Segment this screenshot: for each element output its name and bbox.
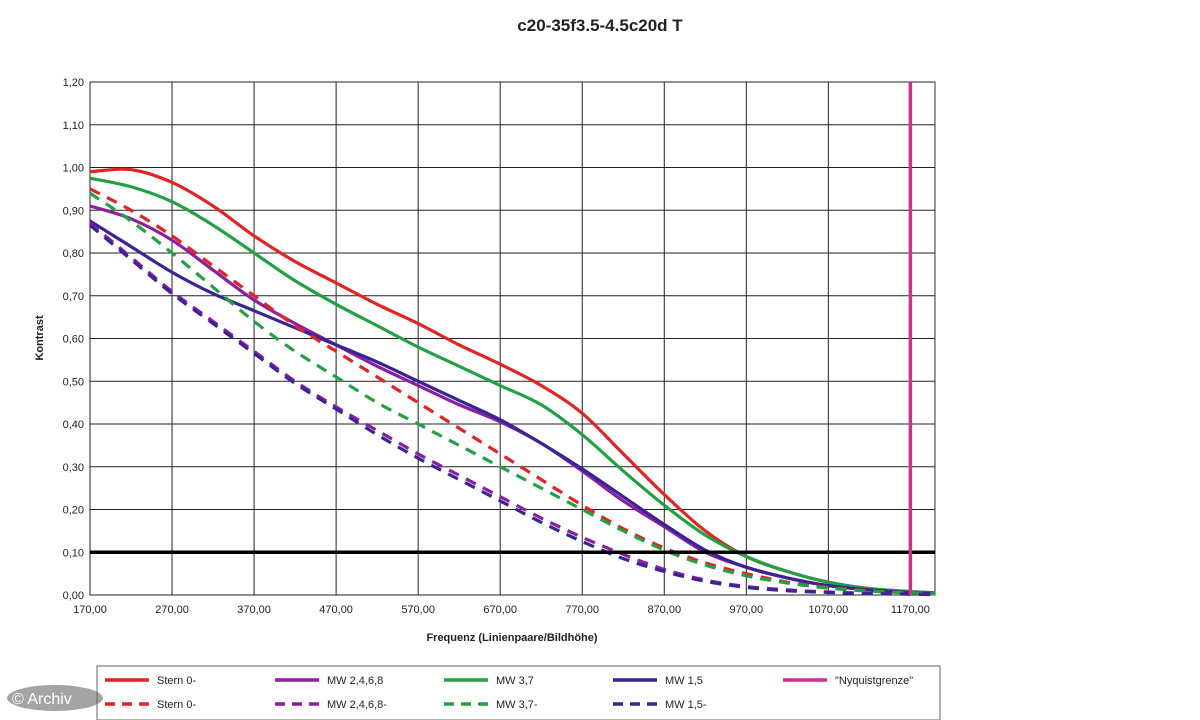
y-axis-label: Kontrast: [34, 315, 46, 361]
legend-label: Stern 0-: [157, 675, 196, 687]
y-tick-label: 1,00: [63, 163, 84, 175]
x-tick-label: 1170,00: [891, 604, 930, 616]
x-tick-label: 970,00: [729, 604, 763, 616]
y-tick-label: 0,30: [63, 462, 84, 474]
x-tick-label: 670,00: [483, 604, 517, 616]
x-tick-label: 770,00: [565, 604, 599, 616]
watermark: © Archiv: [7, 685, 103, 711]
legend-label: Stern 0-: [157, 699, 196, 711]
legend-label: MW 2,4,6,8: [327, 675, 383, 687]
x-tick-label: 570,00: [401, 604, 435, 616]
chart-title: c20-35f3.5-4.5c20d T: [517, 16, 683, 35]
y-tick-label: 0,90: [63, 205, 84, 217]
x-axis-label: Frequenz (Linienpaare/Bildhöhe): [426, 632, 597, 644]
x-tick-label: 170,00: [73, 604, 107, 616]
legend-label: MW 3,7-: [496, 699, 538, 711]
x-tick-label: 1070,00: [808, 604, 848, 616]
series-lines: [88, 167, 936, 597]
legend-label: MW 1,5: [665, 675, 703, 687]
x-tick-label: 270,00: [155, 604, 189, 616]
legend-label: MW 3,7: [496, 675, 534, 687]
y-tick-label: 0,70: [63, 291, 84, 303]
legend: Stern 0- MW 2,4,6,8 MW 3,7 MW 1,5 "Nyquistgr…: [96, 665, 941, 720]
legend-label: MW 2,4,6,8-: [327, 699, 387, 711]
series-line-7: [89, 191, 936, 596]
y-tick-label: 0,60: [63, 334, 84, 346]
watermark-text: © Archiv: [12, 691, 72, 708]
y-tick-label: 0,20: [63, 505, 84, 517]
legend-label: "Nyquistgrenze": [835, 675, 913, 687]
series-line-2: [89, 176, 936, 595]
y-tick-label: 1,20: [63, 77, 84, 89]
legend-box: [96, 665, 941, 720]
y-tick-label: 0,40: [63, 419, 84, 431]
y-tick-label: 0,10: [63, 547, 84, 559]
y-tick-label: 1,10: [63, 120, 84, 132]
series-line-3: [89, 219, 936, 595]
series-line-8: [88, 223, 936, 597]
x-tick-label: 870,00: [647, 604, 681, 616]
tick-labels: 170,00 270,00 370,00 470,00 570,00 670,00 770,…: [63, 77, 930, 616]
grid: [89, 81, 935, 596]
y-tick-label: 0,80: [63, 248, 84, 260]
y-tick-label: 0,00: [63, 590, 84, 602]
legend-label: MW 1,5-: [665, 699, 707, 711]
x-tick-label: 370,00: [237, 604, 271, 616]
y-tick-label: 0,50: [63, 376, 84, 388]
x-tick-label: 470,00: [319, 604, 353, 616]
reference-lines: [90, 82, 935, 595]
